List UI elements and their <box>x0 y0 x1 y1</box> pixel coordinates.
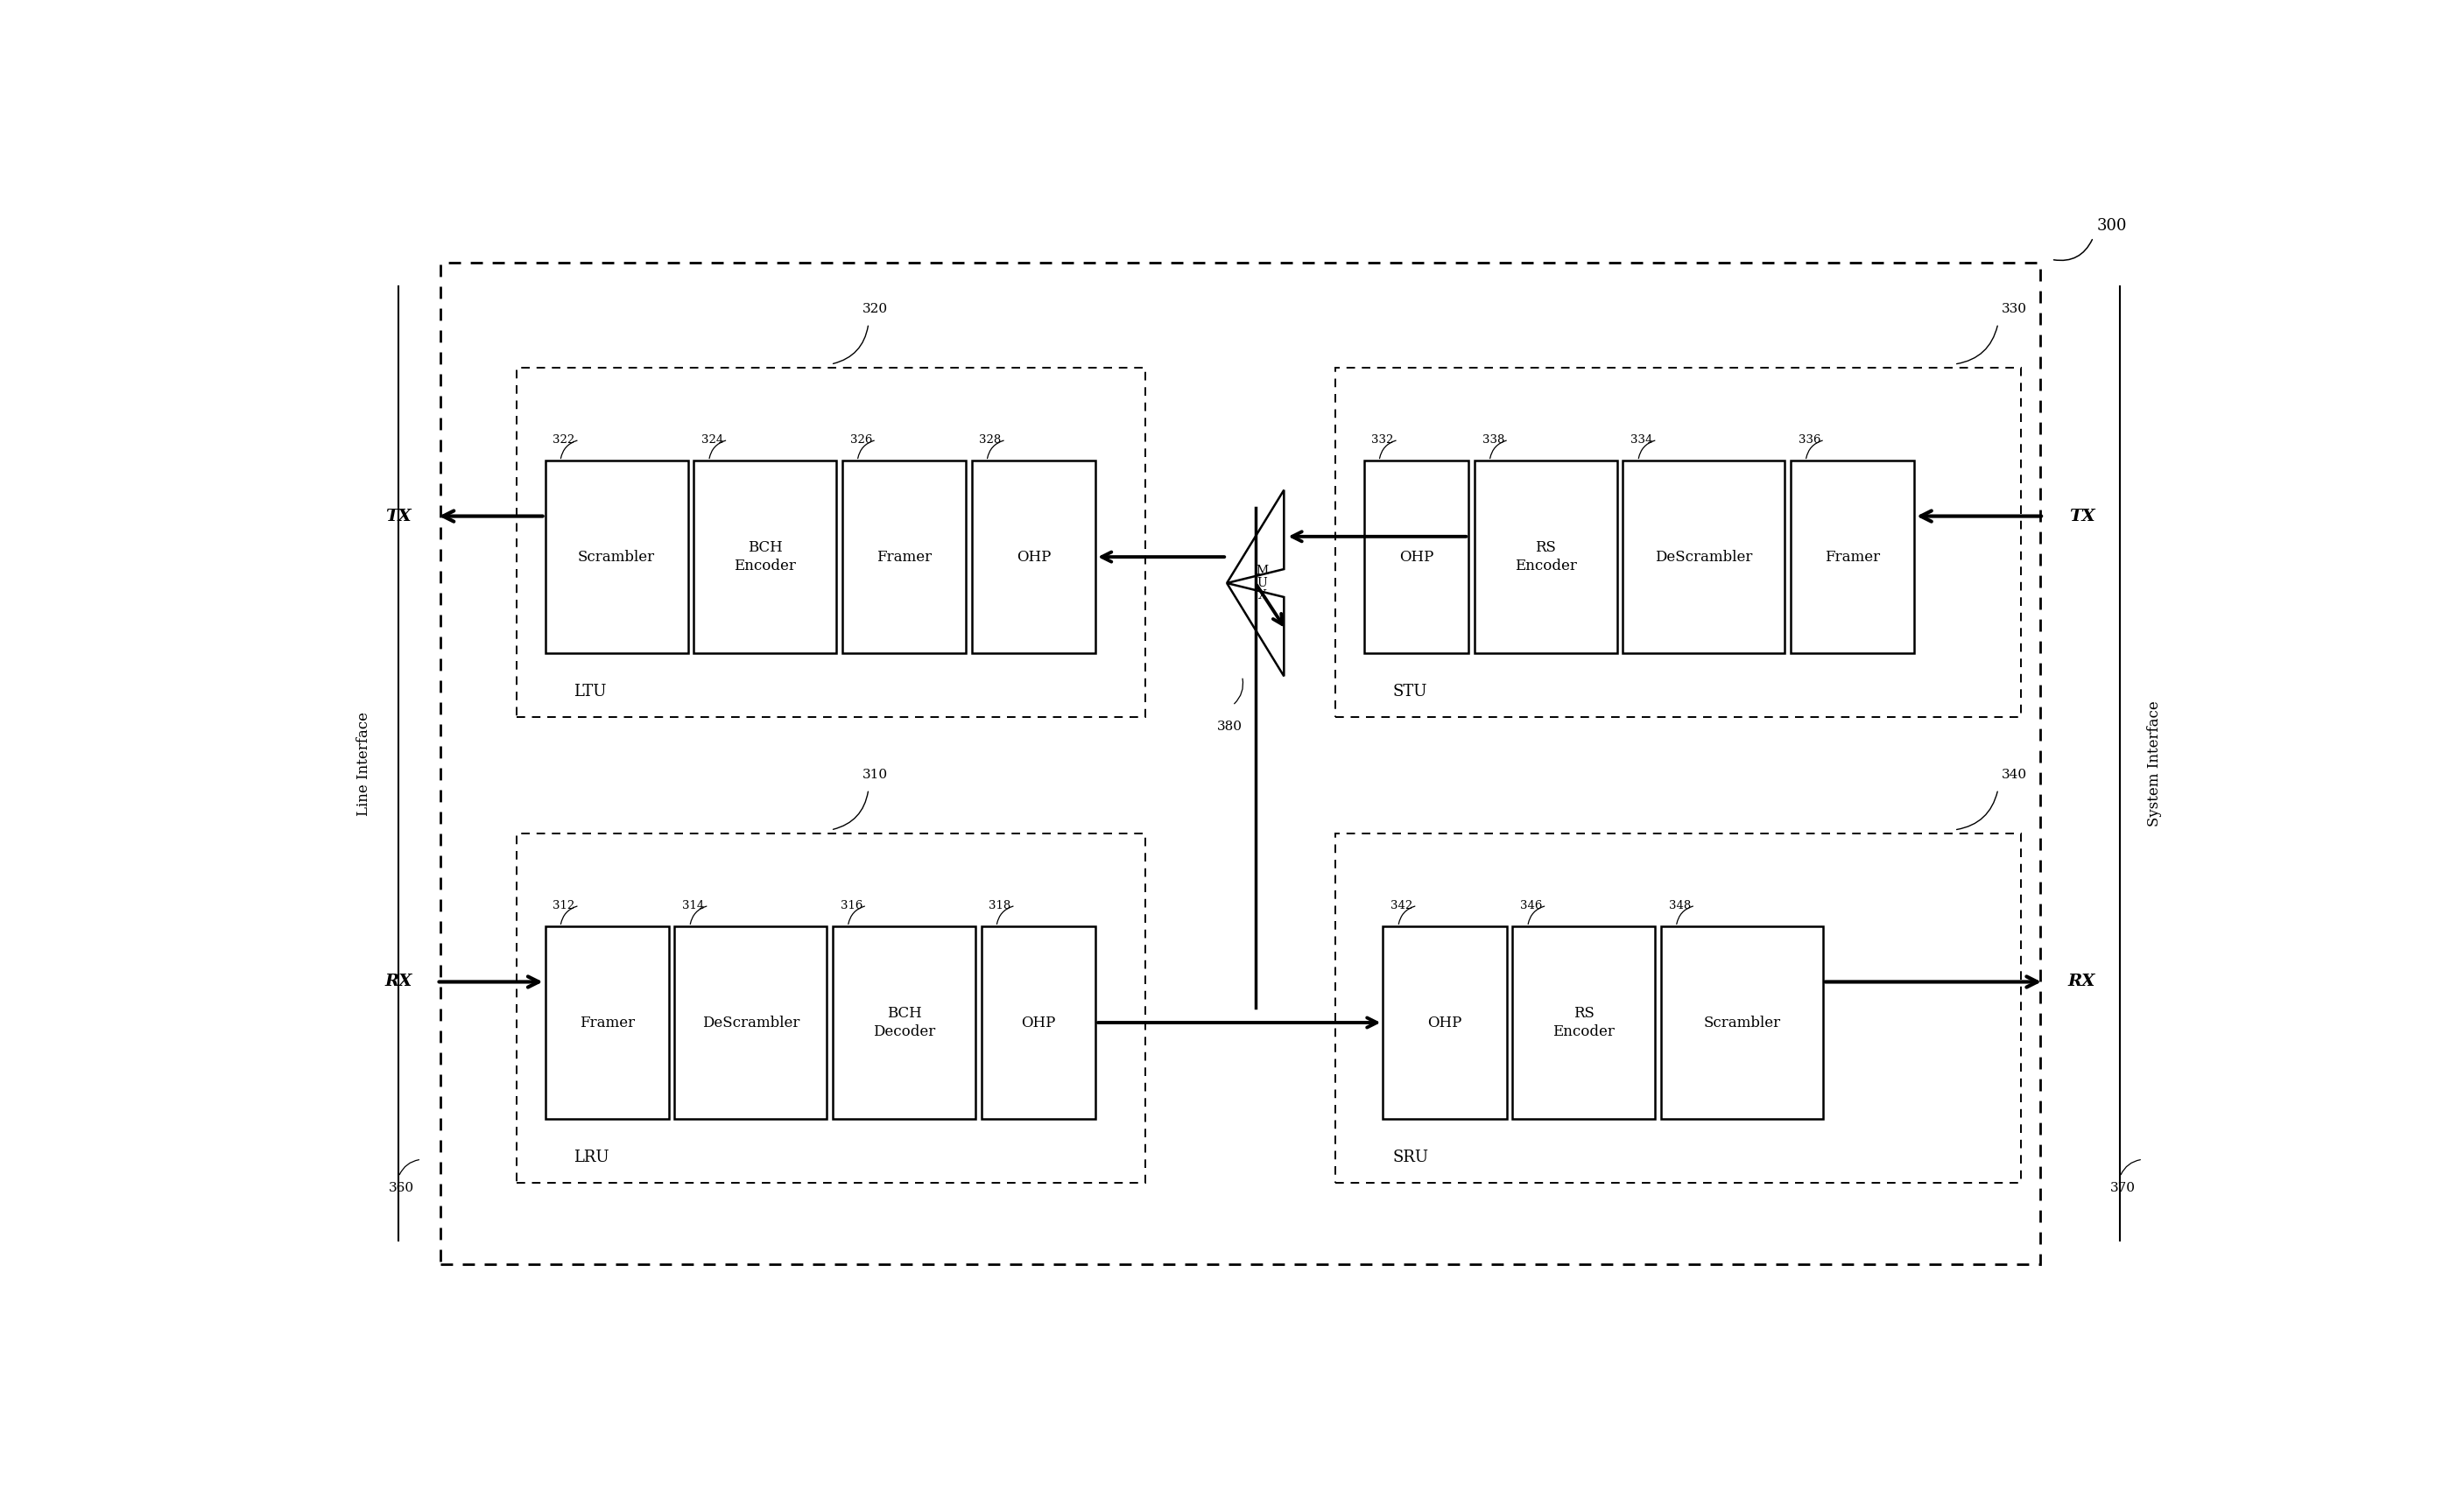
Text: DeScrambler: DeScrambler <box>1656 549 1752 564</box>
Bar <box>843 461 966 653</box>
Text: 322: 322 <box>553 434 575 446</box>
Text: OHP: OHP <box>1428 1015 1462 1030</box>
Text: Scrambler: Scrambler <box>577 549 656 564</box>
Text: 340: 340 <box>2002 768 2027 782</box>
Text: Framer: Framer <box>1826 549 1880 564</box>
Bar <box>1661 927 1823 1119</box>
Text: RS
Encoder: RS Encoder <box>1516 540 1577 573</box>
Bar <box>440 263 2039 1264</box>
Bar <box>1624 461 1784 653</box>
Text: BCH
Encoder: BCH Encoder <box>735 540 796 573</box>
Text: 328: 328 <box>980 434 1002 446</box>
Bar <box>1337 367 2022 717</box>
Text: 314: 314 <box>683 900 705 912</box>
Bar <box>1383 927 1506 1119</box>
Text: SRU: SRU <box>1393 1149 1428 1166</box>
Bar <box>833 927 975 1119</box>
Text: 318: 318 <box>988 900 1010 912</box>
Text: 338: 338 <box>1482 434 1504 446</box>
Text: 300: 300 <box>2098 218 2128 234</box>
Text: System Interface: System Interface <box>2147 700 2162 827</box>
Text: 370: 370 <box>2111 1182 2135 1194</box>
Text: RX: RX <box>2069 974 2096 990</box>
Text: 346: 346 <box>1521 900 1543 912</box>
Text: 312: 312 <box>553 900 575 912</box>
Text: 342: 342 <box>1391 900 1413 912</box>
Text: Line Interface: Line Interface <box>356 712 371 815</box>
Polygon shape <box>1226 584 1285 676</box>
Text: 326: 326 <box>850 434 872 446</box>
Bar <box>545 927 668 1119</box>
Bar <box>1337 833 2022 1182</box>
Text: 380: 380 <box>1216 721 1243 733</box>
Text: STU: STU <box>1393 683 1428 700</box>
Text: 348: 348 <box>1668 900 1690 912</box>
Text: TX: TX <box>386 508 410 525</box>
Text: OHP: OHP <box>1022 1015 1057 1030</box>
Text: Scrambler: Scrambler <box>1703 1015 1781 1030</box>
Bar <box>676 927 828 1119</box>
Bar <box>971 461 1096 653</box>
Text: 360: 360 <box>388 1182 415 1194</box>
Text: Framer: Framer <box>877 549 931 564</box>
Text: OHP: OHP <box>1398 549 1432 564</box>
Text: DeScrambler: DeScrambler <box>703 1015 799 1030</box>
Text: 310: 310 <box>862 768 887 782</box>
Bar <box>693 461 835 653</box>
Bar <box>545 461 688 653</box>
Text: RS
Encoder: RS Encoder <box>1553 1005 1614 1039</box>
Text: 332: 332 <box>1371 434 1393 446</box>
Text: 336: 336 <box>1799 434 1821 446</box>
Bar <box>1364 461 1469 653</box>
Text: 334: 334 <box>1631 434 1654 446</box>
Bar <box>1791 461 1914 653</box>
Text: Framer: Framer <box>580 1015 634 1030</box>
Polygon shape <box>1226 490 1285 584</box>
Text: M
U
X: M U X <box>1256 564 1268 602</box>
Text: RX: RX <box>386 974 413 990</box>
Text: 330: 330 <box>2002 302 2027 316</box>
Bar <box>516 833 1145 1182</box>
Text: 316: 316 <box>840 900 862 912</box>
Text: LTU: LTU <box>575 683 607 700</box>
Text: LRU: LRU <box>575 1149 609 1166</box>
Text: 320: 320 <box>862 302 887 316</box>
Bar <box>1514 927 1656 1119</box>
Text: 324: 324 <box>700 434 722 446</box>
Text: OHP: OHP <box>1017 549 1052 564</box>
Text: TX: TX <box>2069 508 2096 525</box>
Bar <box>1474 461 1617 653</box>
Text: BCH
Decoder: BCH Decoder <box>872 1005 936 1039</box>
Bar <box>980 927 1096 1119</box>
Bar <box>516 367 1145 717</box>
